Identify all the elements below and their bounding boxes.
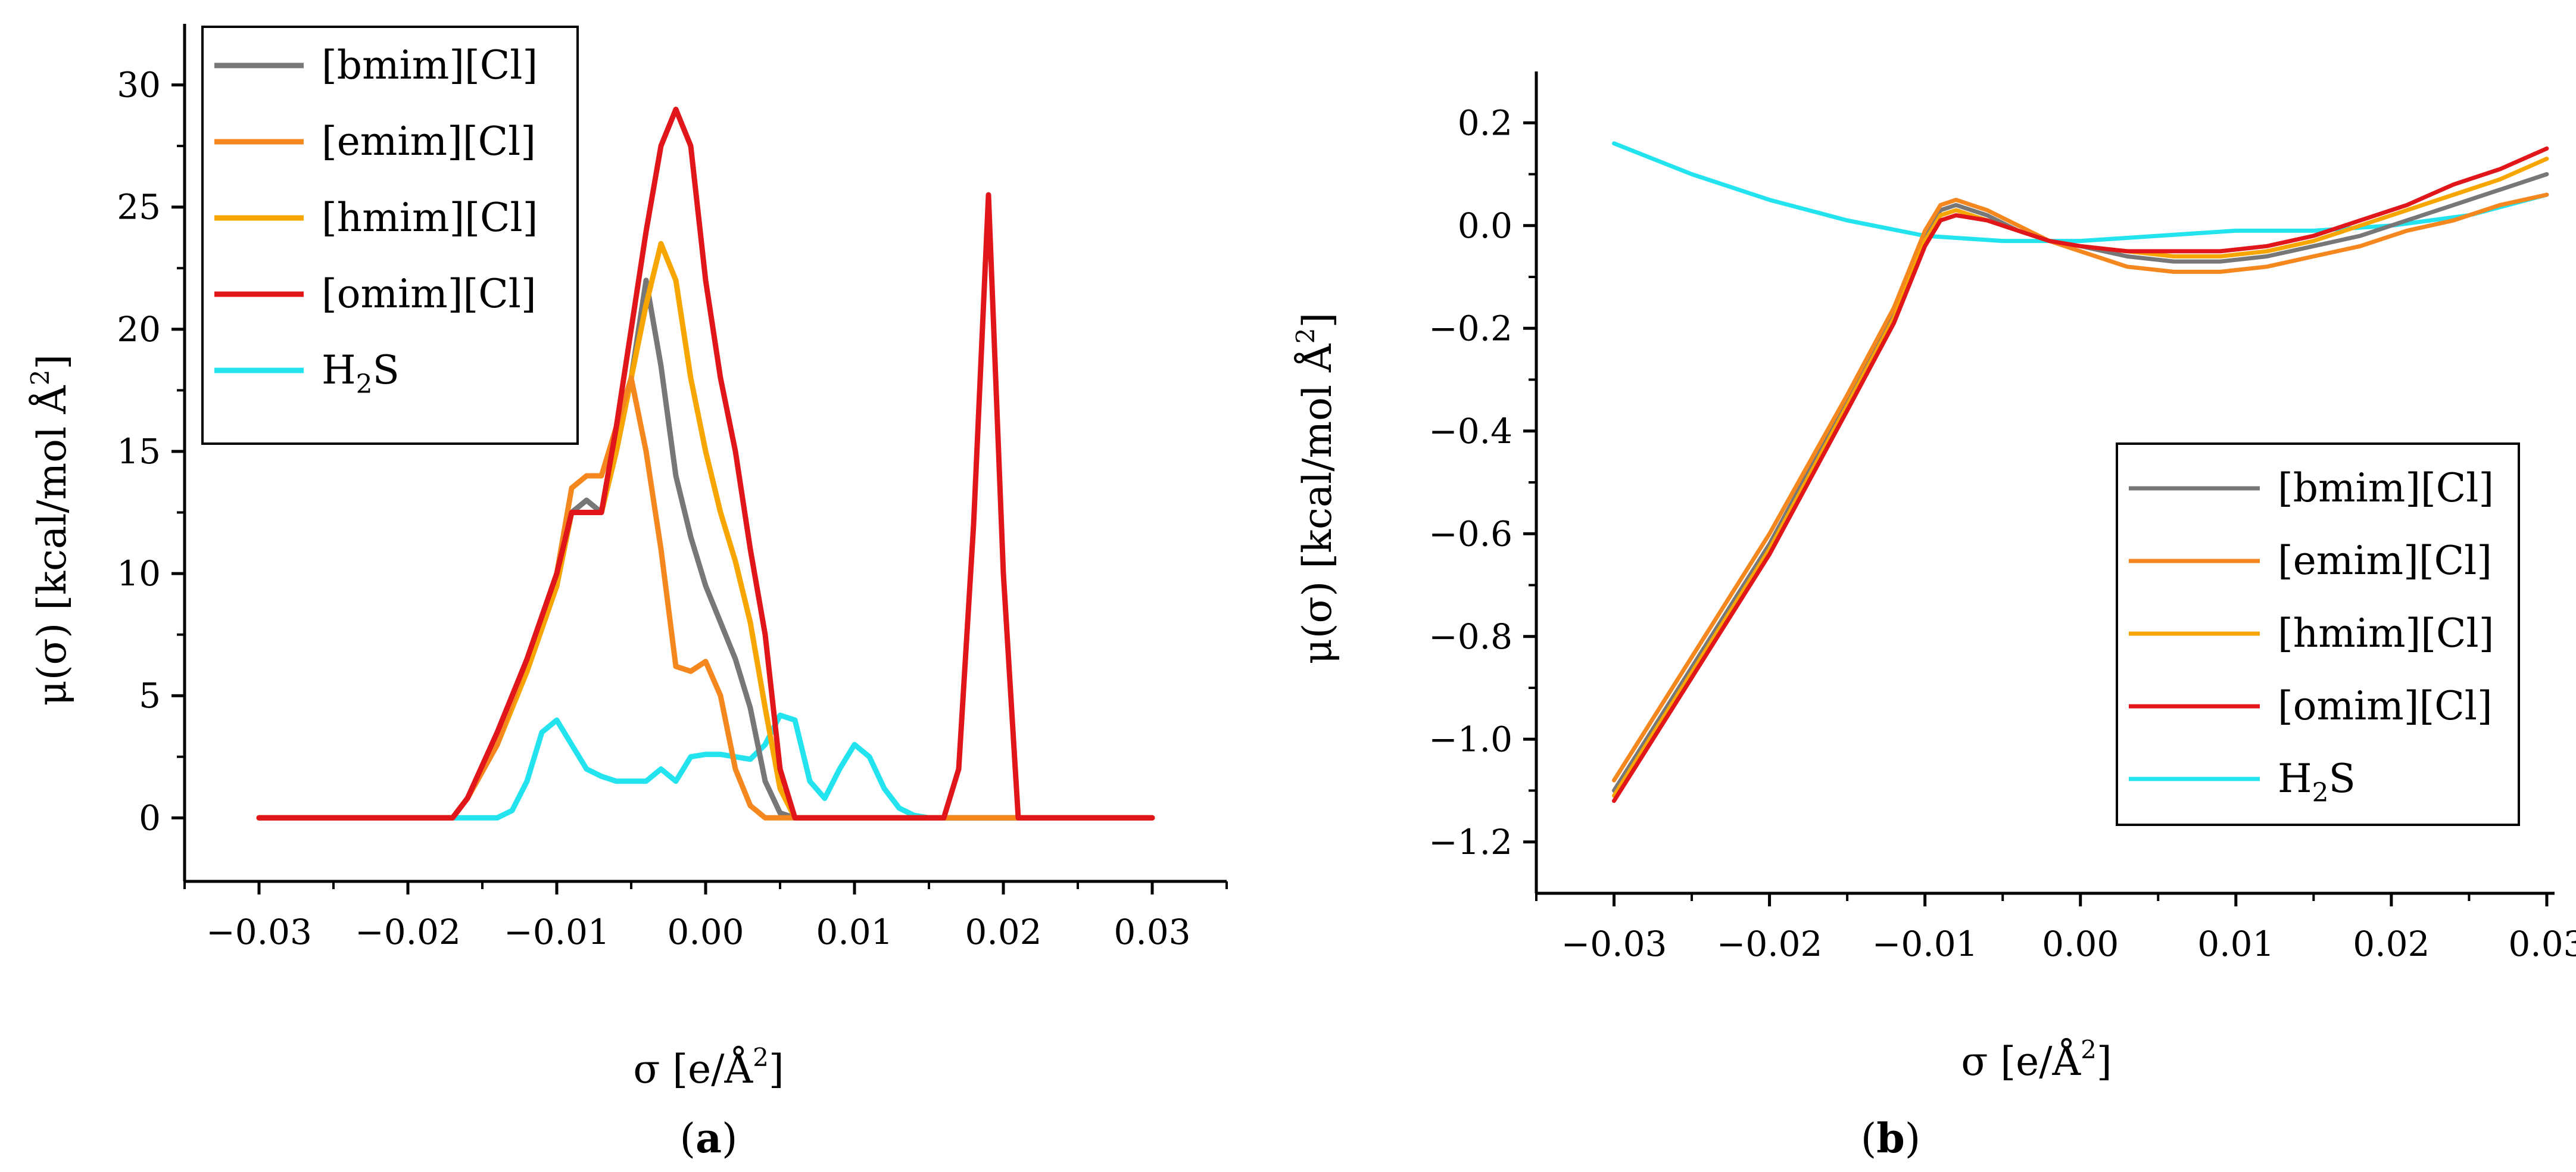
chart-panel-a: −0.03 −0.02 −0.01 0.00 0.01 0.02 0.03 0 5 10 15 20 2… <box>26 24 1228 1162</box>
y-axis-title-b: μ(σ) [kcal/mol Å2] <box>1291 313 1340 664</box>
y-tick-label-b: 0.2 <box>1458 102 1512 143</box>
y-axis-title-a: μ(σ) [kcal/mol Å2] <box>26 354 75 706</box>
legend-label-hmim-a: [hmim][Cl] <box>322 195 538 241</box>
panel-label-b: (b) <box>1861 1115 1921 1162</box>
x-tick-label-a: 0.00 <box>667 912 744 952</box>
legend-label-emim-a: [emim][Cl] <box>322 119 536 164</box>
series-line-omim-a <box>256 107 1155 821</box>
x-tick-label-a: −0.02 <box>355 912 461 952</box>
panel-label-a: (a) <box>679 1115 737 1162</box>
x-tick-label-b: −0.02 <box>1717 924 1823 964</box>
y-tick-label-a: 30 <box>117 65 161 105</box>
legend-label-h2s-a: H2S <box>322 347 400 400</box>
legend-b: [bmim][Cl] [emim][Cl] [hmim][Cl] [omim][Cl]… <box>2116 442 2520 826</box>
y-tick-label-b: −1.2 <box>1429 822 1512 862</box>
series-line-h2s-a <box>256 712 1155 821</box>
y-tick-label-a: 25 <box>117 187 161 227</box>
y-tick-label-b: −0.4 <box>1429 411 1512 451</box>
legend-label-h2s-b: H2S <box>2278 756 2356 808</box>
y-tick-label-b: −1.0 <box>1429 719 1512 759</box>
legend-a: [bmim][Cl] [emim][Cl] [hmim][Cl] [omim][Cl]… <box>201 26 579 445</box>
legend-label-bmim-b: [bmim][Cl] <box>2278 465 2494 511</box>
x-tick-label-a: −0.03 <box>206 912 312 952</box>
chart-panel-b: −0.03 −0.02 −0.01 0.00 0.01 0.02 0.03 −1.2 −1.0 −… <box>1291 71 2576 1162</box>
legend-box-a <box>201 26 579 445</box>
series-line-omim-b <box>1612 146 2549 803</box>
series-group-b <box>1612 141 2549 803</box>
x-tick-label-b: −0.03 <box>1561 924 1667 964</box>
y-tick-label-a: 20 <box>117 309 161 350</box>
x-tick-label-a: 0.01 <box>816 912 893 952</box>
x-tick-label-b: 0.02 <box>2353 924 2430 964</box>
axes-b: −0.03 −0.02 −0.01 0.00 0.01 0.02 0.03 −1.2 −1.0 −… <box>1429 71 2576 964</box>
x-tick-label-b: −0.01 <box>1872 924 1978 964</box>
y-tick-label-a: 10 <box>117 553 161 594</box>
x-tick-label-a: 0.02 <box>965 912 1041 952</box>
legend-label-hmim-b: [hmim][Cl] <box>2278 610 2494 656</box>
legend-label-omim-b: [omim][Cl] <box>2278 683 2493 729</box>
y-tick-label-b: −0.2 <box>1429 308 1512 348</box>
x-tick-label-a: −0.01 <box>504 912 610 952</box>
x-tick-label-b: 0.00 <box>2042 924 2119 964</box>
legend-label-bmim-a: [bmim][Cl] <box>322 42 538 88</box>
legend-label-omim-a: [omim][Cl] <box>322 271 537 317</box>
x-tick-label-b: 0.03 <box>2508 924 2576 964</box>
y-tick-label-a: 5 <box>139 675 161 716</box>
x-tick-label-a: 0.03 <box>1114 912 1190 952</box>
y-tick-label-a: 0 <box>139 797 161 838</box>
y-tick-label-b: −0.6 <box>1429 513 1512 554</box>
y-tick-label-b: 0.0 <box>1458 205 1512 246</box>
axes-a: −0.03 −0.02 −0.01 0.00 0.01 0.02 0.03 0 5 10 15 20 2… <box>117 24 1228 952</box>
series-line-emim-b <box>1612 192 2549 783</box>
series-group-a <box>256 107 1155 821</box>
y-tick-label-b: −0.8 <box>1429 616 1512 657</box>
y-tick-label-a: 15 <box>117 431 161 472</box>
x-axis-title-a: σ [e/Å2] <box>633 1043 784 1092</box>
x-tick-label-b: 0.01 <box>2197 924 2274 964</box>
legend-label-emim-b: [emim][Cl] <box>2278 538 2492 584</box>
x-axis-title-b: σ [e/Å2] <box>1961 1035 2112 1084</box>
